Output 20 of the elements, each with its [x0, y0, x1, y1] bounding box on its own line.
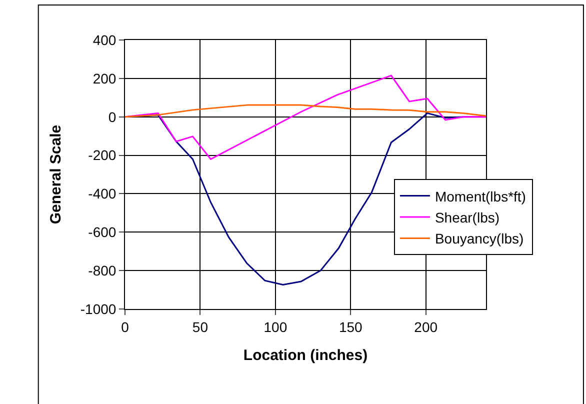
x-tick-label: 150 — [338, 318, 363, 335]
y-tick-label: 400 — [92, 32, 116, 48]
line-series — [125, 74, 486, 160]
y-axis-title: General Scale — [48, 124, 65, 224]
legend-label: Bouyancy(lbs) — [434, 230, 524, 247]
x-tick-label: 200 — [414, 318, 438, 335]
y-tick-label: 200 — [92, 70, 116, 86]
x-tick-label: 50 — [192, 318, 208, 335]
y-tick-label: -200 — [88, 147, 116, 164]
legend-label: Moment(lbs*ft) — [434, 188, 526, 204]
y-tick-label: -600 — [88, 224, 116, 240]
y-tick-label: -1000 — [80, 300, 116, 317]
y-tick-label: 0 — [108, 108, 116, 125]
legend-label: Shear(lbs) — [434, 209, 500, 226]
line-series — [125, 104, 486, 118]
x-axis-title: Location (inches) — [243, 346, 368, 364]
y-tick-label: -800 — [88, 262, 116, 278]
y-tick-label: -400 — [88, 186, 116, 202]
x-tick-label: 0 — [121, 318, 130, 335]
x-tick-label: 100 — [264, 318, 288, 335]
